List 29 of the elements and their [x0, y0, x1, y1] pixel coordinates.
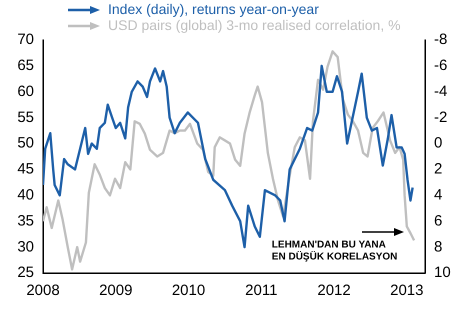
x-tick-label: 2009: [99, 282, 132, 300]
y-tick-label: 65: [17, 57, 34, 74]
y-tick-label: 70: [17, 31, 34, 48]
y-tick-label: 25: [17, 264, 34, 282]
y2-tick-label: -8: [434, 31, 448, 48]
annotation: LEHMAN'DAN BU YANA EN DÜŞÜK KORELASYON: [272, 239, 398, 262]
y2-tick-label: -2: [434, 108, 448, 126]
x-tick-label: 2013: [390, 282, 424, 300]
y-tick-label: 50: [17, 134, 34, 152]
x-tick-label: 2010: [172, 282, 206, 300]
y2-tick-label: 8: [434, 238, 442, 256]
y-tick-label: 35: [17, 212, 34, 230]
x-tick-label: 2011: [245, 282, 278, 300]
y2-tick-label: 4: [434, 186, 442, 204]
x-tick-label: 2012: [317, 282, 351, 300]
y2-tick-label: -4: [434, 82, 448, 100]
legend-label: Index (daily), returns year-on-year: [108, 0, 320, 17]
y-tick-label: 40: [17, 186, 34, 204]
y2-tick-label: 10: [434, 264, 451, 282]
y2-tick-label: 0: [434, 134, 442, 152]
y2-tick-label: 6: [434, 212, 442, 230]
y-tick-label: 45: [17, 160, 34, 178]
y-tick-label: 30: [17, 238, 34, 256]
y-tick-label: 55: [17, 108, 34, 126]
y-tick-label: 60: [17, 82, 34, 100]
legend-label: USD pairs (global) 3-mo realised correlation, %: [108, 16, 401, 33]
y2-tick-label: -6: [434, 57, 448, 74]
y2-tick-label: 2: [434, 160, 442, 178]
x-tick-label: 2008: [26, 282, 60, 300]
